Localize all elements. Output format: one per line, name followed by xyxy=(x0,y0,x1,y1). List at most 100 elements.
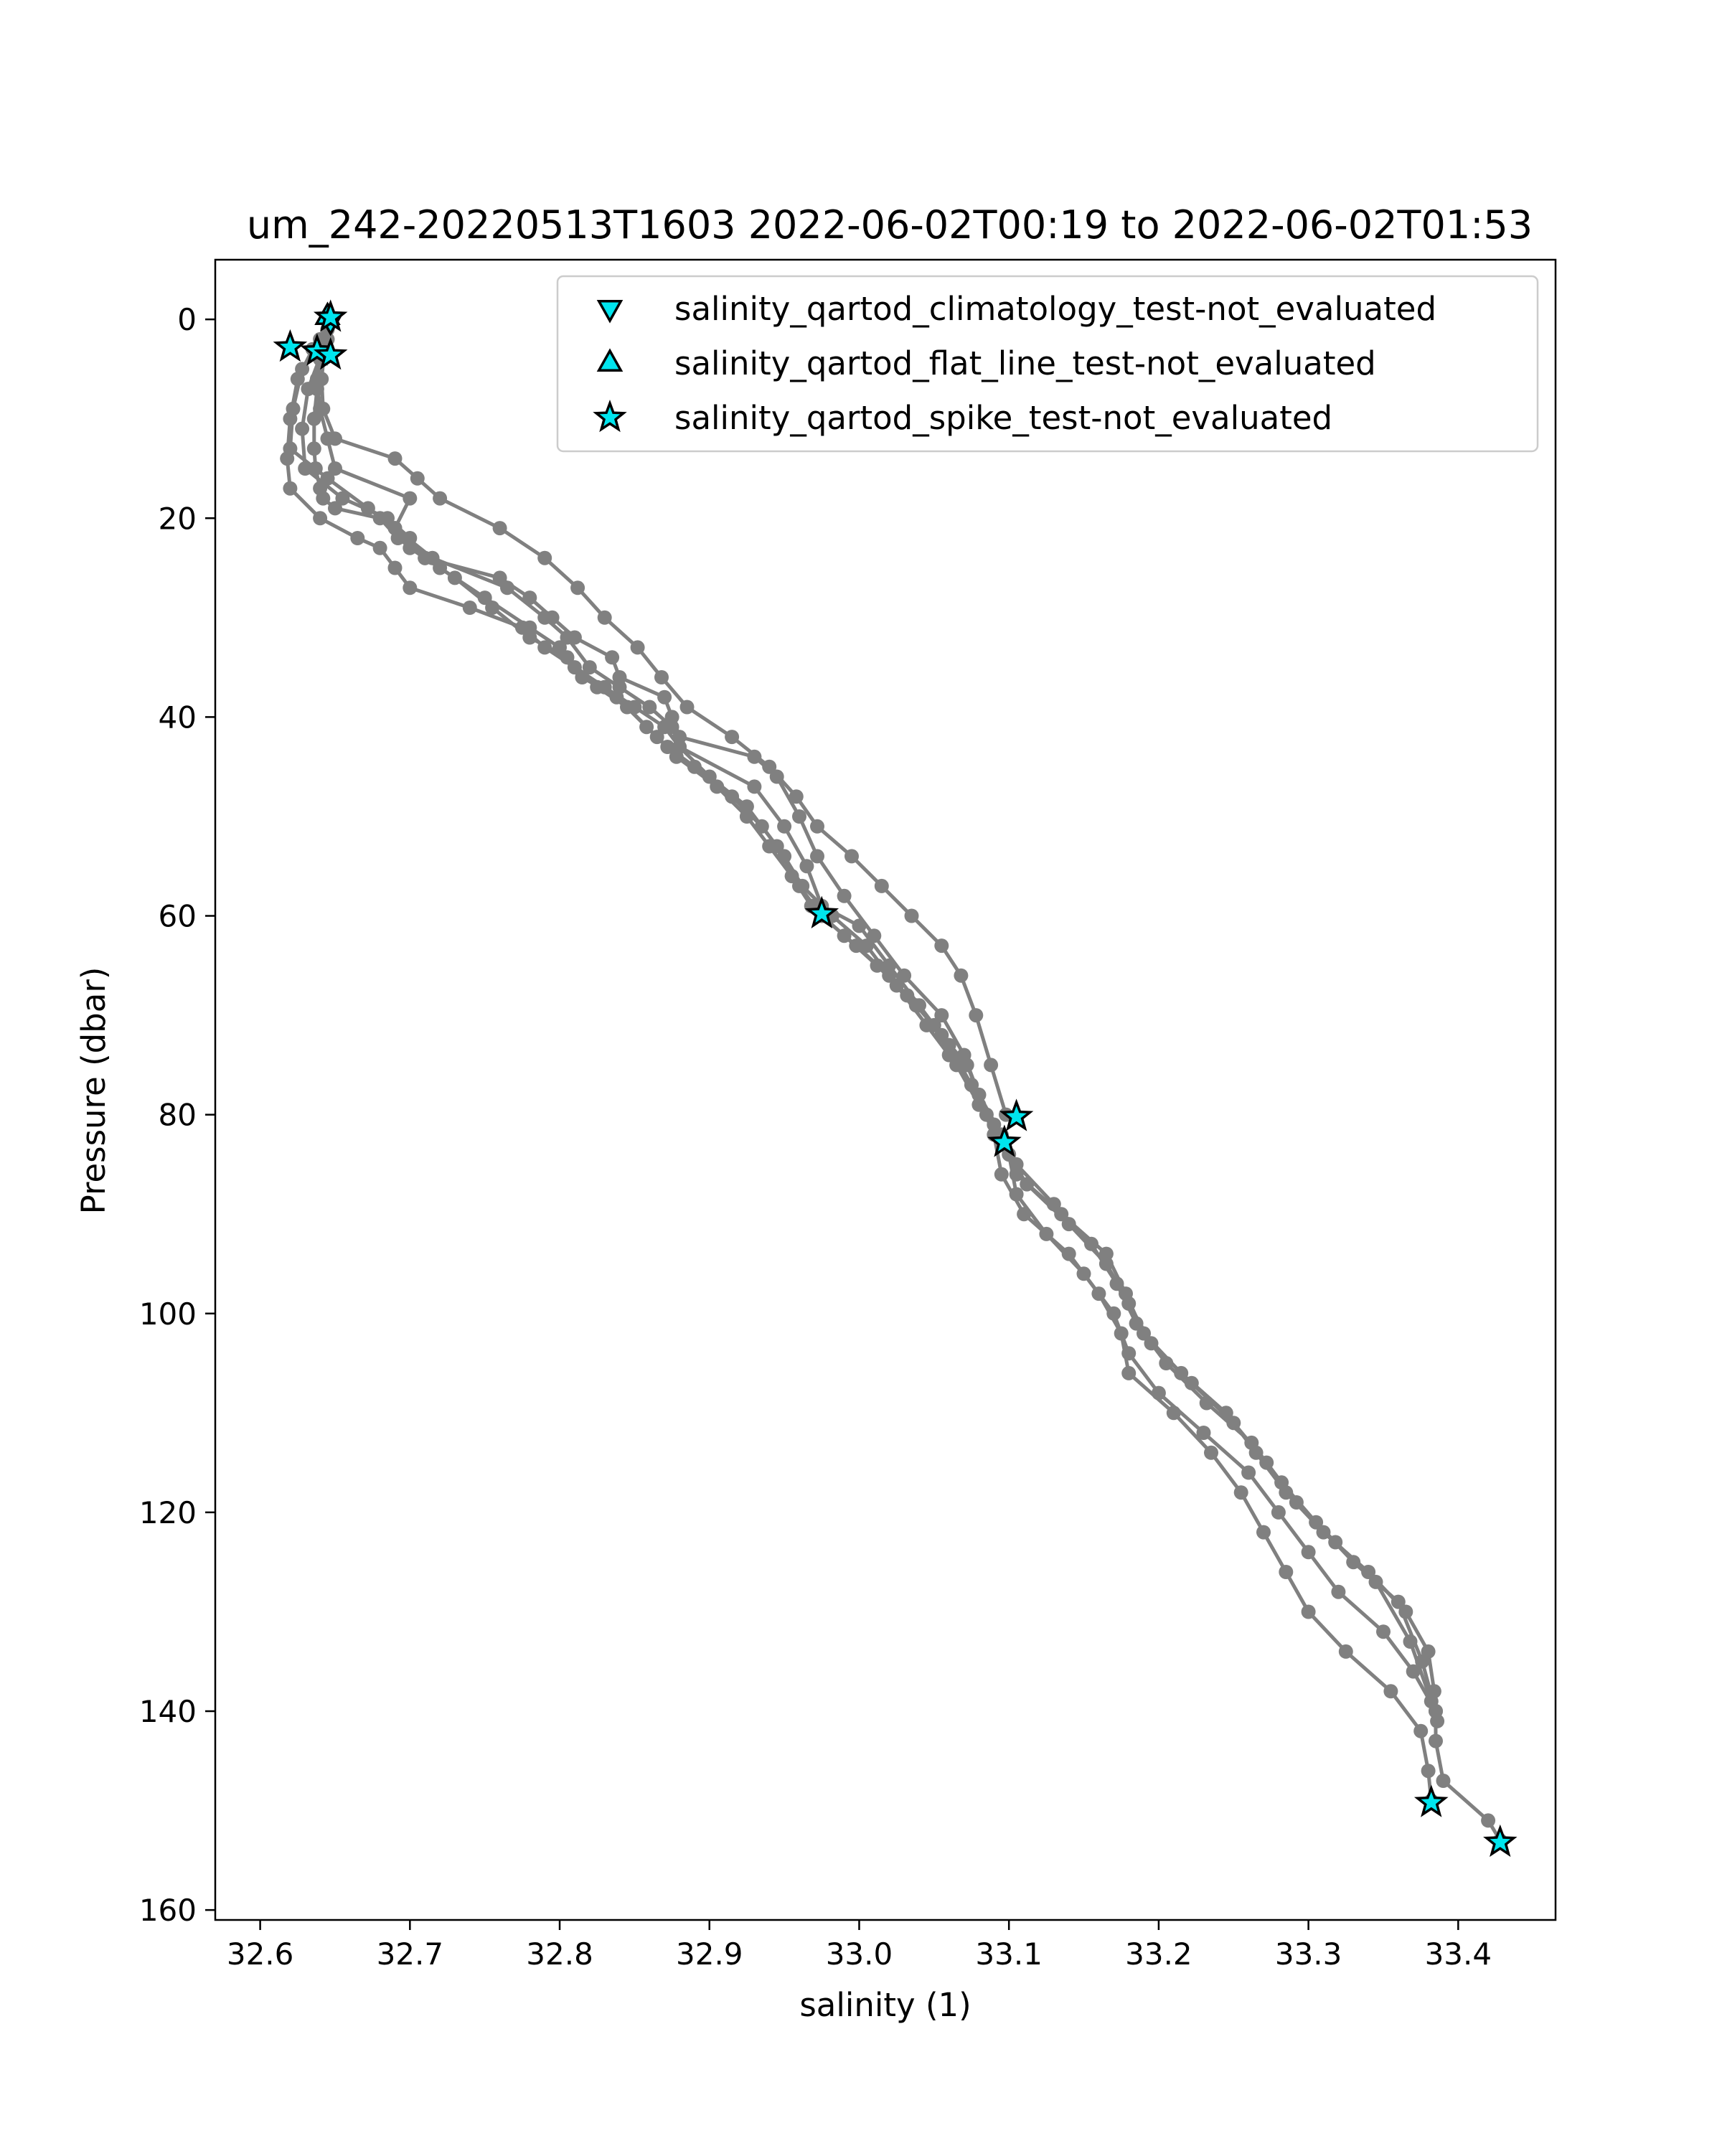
profile-point xyxy=(1406,1664,1421,1679)
profile-line-3 xyxy=(285,348,1439,1722)
axis-ticks: 32.6 32.7 32.8 32.9 33.0 33.1 33.2 33.3 33.4 0 20 4… xyxy=(139,302,1492,1972)
profile-point xyxy=(984,1058,999,1073)
profile-point xyxy=(837,888,852,903)
x-tick-label: 32.9 xyxy=(676,1936,743,1972)
profile-point xyxy=(403,580,418,596)
star-flag-marker xyxy=(313,336,348,370)
profile-point xyxy=(649,730,664,745)
star-flag-marker xyxy=(999,1098,1034,1131)
profile-point xyxy=(1391,1594,1406,1609)
profile-point xyxy=(1151,1385,1166,1401)
profile-point xyxy=(477,590,492,606)
profile-point xyxy=(1061,1246,1076,1261)
profile-point xyxy=(874,878,889,893)
profile-point xyxy=(570,580,585,596)
profile-point xyxy=(492,570,507,585)
profile-point xyxy=(654,670,669,684)
profile-point xyxy=(810,849,824,864)
profile-point xyxy=(328,461,342,476)
profile-point xyxy=(1233,1485,1248,1500)
x-axis-label: salinity (1) xyxy=(799,1986,971,2024)
y-tick-label: 160 xyxy=(139,1893,197,1928)
star-flag-marker xyxy=(313,299,348,332)
profile-point xyxy=(657,720,672,735)
profile-point xyxy=(971,1097,987,1112)
profile-point xyxy=(994,1167,1009,1182)
profile-point xyxy=(969,1008,984,1023)
profile-point xyxy=(372,540,387,555)
profile-point xyxy=(852,918,867,933)
profile-point xyxy=(537,550,552,565)
plot-area xyxy=(273,299,1518,1858)
profile-point xyxy=(298,461,313,476)
profile-point xyxy=(762,759,777,774)
profile-point xyxy=(1271,1505,1286,1520)
profile-point xyxy=(387,521,403,536)
profile-point xyxy=(612,670,627,684)
profile-point xyxy=(1328,1535,1343,1550)
profile-point xyxy=(739,809,754,824)
profile-point xyxy=(1301,1604,1316,1619)
profile-point xyxy=(286,401,301,416)
profile-point xyxy=(900,988,915,1003)
profile-point xyxy=(859,938,874,954)
profile-point xyxy=(403,531,418,545)
profile-point xyxy=(762,839,777,854)
profile-point xyxy=(1226,1416,1241,1431)
legend: salinity_qartod_climatology_test-not_eva… xyxy=(556,275,1539,453)
x-tick-label: 33.4 xyxy=(1425,1936,1492,1972)
profile-point xyxy=(926,1017,941,1032)
profile-point xyxy=(1331,1584,1346,1599)
profile-point xyxy=(870,958,885,973)
profile-point xyxy=(522,620,537,635)
profile-point xyxy=(537,610,552,625)
profile-point xyxy=(934,1008,949,1023)
profile-point xyxy=(642,700,657,715)
profile-point xyxy=(560,650,575,665)
profile-point xyxy=(1481,1813,1496,1828)
profile-point xyxy=(1376,1624,1391,1639)
profile-line-2 xyxy=(315,329,1502,1842)
profile-point xyxy=(1383,1684,1398,1699)
profile-point xyxy=(447,570,462,585)
y-tick-label: 0 xyxy=(177,302,197,337)
profile-point xyxy=(630,640,645,655)
profile-point xyxy=(1121,1296,1137,1311)
profile-point xyxy=(1403,1634,1418,1649)
profile-point xyxy=(316,401,331,416)
profile-point xyxy=(1289,1495,1304,1510)
profile-line-5 xyxy=(300,348,1434,1703)
x-tick-label: 32.8 xyxy=(526,1936,593,1972)
profile-point xyxy=(1196,1426,1211,1440)
profile-point xyxy=(387,451,403,466)
y-axis-label: Pressure (dbar) xyxy=(75,967,113,1215)
profile-point xyxy=(328,431,342,446)
profile-point xyxy=(335,491,350,506)
profile-point xyxy=(1436,1774,1451,1788)
profile-point xyxy=(522,630,537,645)
profile-point xyxy=(725,730,740,745)
legend-entry-label: salinity_qartod_spike_test-not_evaluated xyxy=(674,399,1332,437)
star-flag-marker xyxy=(273,329,308,362)
profile-point xyxy=(789,789,804,804)
y-tick-label: 40 xyxy=(159,700,197,735)
x-tick-label: 33.0 xyxy=(826,1936,893,1972)
profile-point xyxy=(1076,1266,1091,1281)
profile-point xyxy=(954,968,969,983)
profile-point xyxy=(605,650,620,665)
profile-point xyxy=(283,441,298,456)
profile-point xyxy=(410,471,425,486)
profile-point xyxy=(590,679,605,695)
profile-point xyxy=(418,550,433,565)
profile-point xyxy=(810,819,824,834)
profile-point xyxy=(597,610,612,625)
x-tick-label: 33.3 xyxy=(1275,1936,1342,1972)
profile-point xyxy=(582,660,597,675)
profile-point xyxy=(1039,1226,1054,1241)
profile-point xyxy=(1098,1256,1114,1271)
profile-point xyxy=(560,630,575,645)
profile-point xyxy=(747,779,762,794)
profile-point xyxy=(1061,1217,1076,1232)
profile-point xyxy=(306,441,321,456)
